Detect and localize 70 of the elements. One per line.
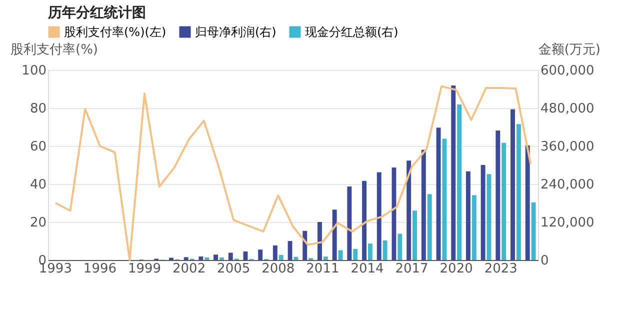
bar <box>486 174 492 260</box>
x-tick-label: 2002 <box>172 262 206 276</box>
bar <box>392 168 396 260</box>
x-tick-label: 2008 <box>262 262 295 276</box>
bar <box>347 186 352 260</box>
y2-tick-label: 360,000 <box>540 140 594 154</box>
y2-tick-label: 600,000 <box>540 64 594 78</box>
bar <box>466 171 470 260</box>
bar <box>220 257 224 260</box>
line-series <box>54 85 532 261</box>
bar <box>516 124 521 260</box>
legend-label: 归母净利润(右) <box>195 25 276 39</box>
x-tick-label: 1996 <box>83 262 117 276</box>
x-tick-label: 2017 <box>395 262 428 276</box>
bar <box>184 257 188 260</box>
legend-label: 股利支付率(%)(左) <box>64 25 166 39</box>
legend-label: 现金分红总额(右) <box>305 25 398 39</box>
bar <box>272 245 278 260</box>
bar <box>436 128 441 260</box>
y2-tick-label: 240,000 <box>540 178 594 192</box>
bar <box>442 138 447 260</box>
bar <box>214 254 218 260</box>
x-tick-label: 2020 <box>440 262 473 276</box>
bar <box>258 250 263 260</box>
bar <box>318 222 322 260</box>
bar <box>457 104 462 260</box>
bar <box>278 254 284 260</box>
bar <box>376 172 382 260</box>
y-tick-label: 100 <box>22 64 46 78</box>
chart-title: 历年分红统计图 <box>47 4 146 21</box>
x-tick-label: 2023 <box>484 262 518 276</box>
bar <box>368 244 372 260</box>
x-tick-label: 2014 <box>350 262 384 276</box>
y2-tick-label: 120,000 <box>540 216 594 230</box>
bar <box>525 145 530 260</box>
y-tick-label: 40 <box>30 178 46 192</box>
bar <box>332 210 337 260</box>
bar <box>294 256 298 260</box>
y2-axis-title: 金额(万元) <box>538 42 600 58</box>
bar <box>472 195 476 260</box>
bar <box>406 160 412 260</box>
bar <box>398 234 402 260</box>
bar <box>353 248 358 260</box>
bar <box>198 256 204 260</box>
bar <box>480 165 486 260</box>
y-tick-label: 20 <box>30 216 46 230</box>
bar <box>382 240 388 260</box>
x-tick-label: 2005 <box>217 262 250 276</box>
y2-tick-label: 480,000 <box>540 102 594 116</box>
y-tick-label: 80 <box>30 102 46 116</box>
y2-tick-label: 0 <box>540 254 549 268</box>
bar <box>412 210 417 260</box>
x-tick-label: 2011 <box>306 262 340 276</box>
bar <box>451 86 456 260</box>
bar <box>228 252 233 260</box>
bar <box>421 150 426 260</box>
x-tick-label: 1999 <box>128 262 162 276</box>
bar <box>338 250 343 260</box>
bar <box>502 142 506 260</box>
bar <box>496 130 500 260</box>
x-tick-label: 1993 <box>38 262 72 276</box>
bar <box>531 202 536 260</box>
bar <box>510 109 515 260</box>
bar <box>288 241 292 260</box>
bar <box>427 194 432 260</box>
bar <box>204 257 210 260</box>
bar <box>362 180 366 260</box>
bar <box>323 256 328 260</box>
y-axis-title: 股利支付率(%) <box>10 42 98 58</box>
y-tick-label: 60 <box>30 140 46 154</box>
